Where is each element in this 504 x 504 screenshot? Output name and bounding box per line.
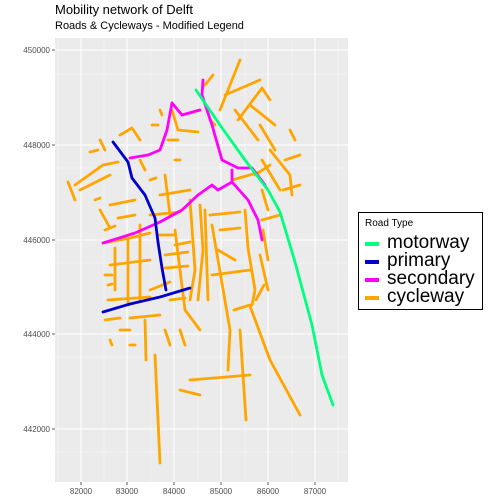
plot-subtitle: Roads & Cycleways - Modified Legend [55,20,244,32]
primary-roads [101,140,192,314]
x-tick-label: 87000 [304,487,327,496]
legend-key-cycleway [365,296,379,300]
y-tick-label: 442000 [23,425,50,434]
legend-label: primary [387,250,451,271]
x-tick-label: 86000 [257,487,280,496]
secondary-roads [101,78,267,245]
legend: Road Type motorway primary secondary cyc… [358,212,483,310]
legend-label: cycleway [387,286,465,307]
axis-ticks [52,49,316,485]
y-tick-label: 448000 [23,141,50,150]
x-tick-label: 84000 [163,487,186,496]
y-axis-labels: 450000 448000 446000 444000 442000 [23,46,50,434]
legend-item-secondary: secondary [365,268,483,289]
x-axis-labels: 82000 83000 84000 85000 86000 87000 [70,487,327,496]
legend-title: Road Type [365,218,414,229]
plot-title: Mobility network of Delft [55,2,193,17]
legend-item-cycleway: cycleway [365,286,483,307]
legend-label: motorway [387,232,470,253]
x-tick-label: 85000 [210,487,233,496]
motorway [194,88,335,407]
legend-item-motorway: motorway [365,232,483,253]
y-tick-label: 450000 [23,46,50,55]
y-tick-label: 444000 [23,330,50,339]
x-tick-label: 82000 [70,487,93,496]
x-tick-label: 83000 [116,487,139,496]
y-tick-label: 446000 [23,236,50,245]
legend-key-primary [365,260,379,264]
cycleway-network [66,58,302,465]
legend-key-motorway [365,242,379,246]
legend-label: secondary [387,268,475,289]
legend-key-secondary [365,278,379,282]
legend-item-primary: primary [365,250,483,271]
